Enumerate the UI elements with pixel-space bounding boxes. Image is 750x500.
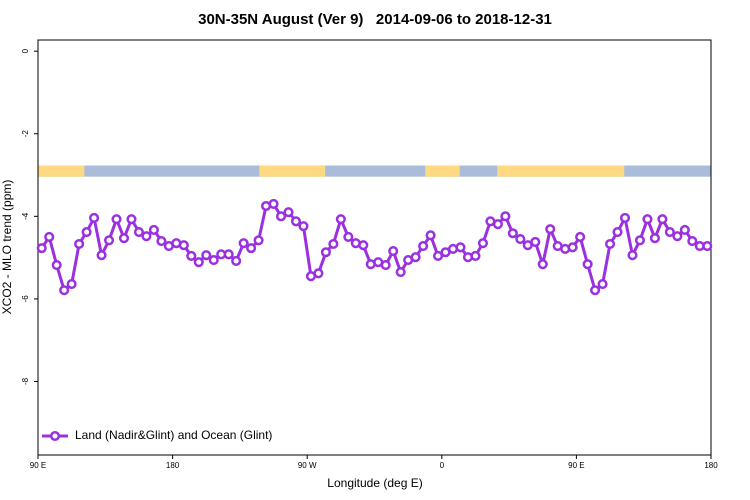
data-point (515, 233, 526, 245)
data-point (223, 249, 234, 260)
x-tick-label: 0 (440, 461, 445, 470)
data-point (231, 255, 242, 266)
data-point (567, 242, 578, 253)
x-tick-label: 90 W (298, 461, 317, 470)
data-point (36, 243, 47, 254)
data-point (395, 267, 406, 278)
data-point (380, 259, 391, 271)
data-point (96, 250, 107, 261)
data-point (612, 226, 623, 238)
data-point (605, 238, 616, 250)
data-point (545, 224, 556, 235)
data-point (268, 198, 279, 209)
x-tick-label: 90 E (568, 461, 584, 470)
data-point (246, 243, 257, 254)
data-point (126, 214, 137, 225)
data-point (320, 247, 331, 258)
land-segment (259, 165, 326, 177)
data-point (178, 240, 189, 251)
data-point (664, 226, 675, 238)
y-tick-label: -6 (21, 295, 30, 303)
data-point (507, 228, 518, 239)
data-point (328, 238, 339, 250)
land-segment (425, 165, 460, 177)
legend-marker (49, 430, 61, 442)
land-segment (38, 165, 85, 177)
data-point (702, 241, 713, 252)
data-point (118, 233, 130, 244)
data-point (679, 224, 690, 236)
data-point (74, 238, 85, 250)
data-point (111, 214, 122, 225)
data-point (590, 285, 601, 296)
data-point (89, 212, 100, 224)
data-point (186, 250, 197, 262)
data-point (238, 238, 249, 249)
data-point (193, 257, 204, 268)
data-point (148, 224, 159, 236)
data-point (103, 235, 115, 246)
data-point (537, 259, 548, 270)
data-point (335, 214, 346, 225)
y-tick-label: 0 (21, 48, 30, 53)
data-point (619, 212, 631, 224)
data-point (410, 252, 421, 263)
data-point (575, 231, 586, 243)
data-point (418, 241, 429, 252)
data-point (649, 233, 660, 244)
legend-label: Land (Nadir&Glint) and Ocean (Glint) (75, 428, 272, 442)
data-point (657, 214, 668, 225)
data-point (425, 230, 436, 241)
data-point (59, 285, 70, 296)
data-point (44, 231, 55, 243)
data-point (275, 211, 287, 222)
data-point (283, 207, 294, 218)
data-point (141, 231, 152, 242)
data-point (358, 240, 369, 251)
y-tick-label: -8 (21, 377, 30, 385)
ocean-strip (38, 165, 711, 177)
data-point (582, 259, 593, 270)
data-point (687, 236, 698, 247)
x-axis-label: Longitude (deg E) (327, 476, 422, 490)
data-point (133, 226, 144, 238)
data-point (388, 245, 399, 257)
data-point (500, 211, 511, 222)
data-point (433, 250, 444, 262)
y-tick-label: -4 (21, 212, 30, 220)
data-point (201, 250, 212, 261)
data-point (477, 238, 488, 249)
chart-title: 30N-35N August (Ver 9) 2014-09-06 to 201… (198, 11, 552, 28)
data-point (51, 259, 62, 271)
data-point (455, 242, 466, 253)
data-point (298, 221, 309, 232)
data-point (672, 231, 683, 242)
x-tick-label: 90 E (30, 461, 46, 470)
data-point (290, 216, 302, 227)
data-point (470, 250, 481, 262)
data-point (156, 236, 167, 247)
data-point (313, 268, 324, 279)
y-tick-label: -2 (21, 130, 30, 138)
land-segment (497, 165, 625, 177)
data-point (253, 235, 264, 246)
data-point (597, 278, 608, 290)
data-point (492, 219, 503, 230)
data-point (634, 235, 646, 246)
x-tick-label: 180 (704, 461, 718, 470)
y-axis-label: XCO2 - MLO trend (ppm) (0, 180, 14, 315)
data-point (208, 255, 219, 266)
data-point (343, 231, 354, 243)
data-point (530, 236, 541, 247)
data-point (66, 278, 77, 290)
data-point (642, 214, 653, 225)
data-point (81, 226, 92, 238)
x-tick-label: 180 (166, 461, 180, 470)
data-point (627, 250, 638, 261)
